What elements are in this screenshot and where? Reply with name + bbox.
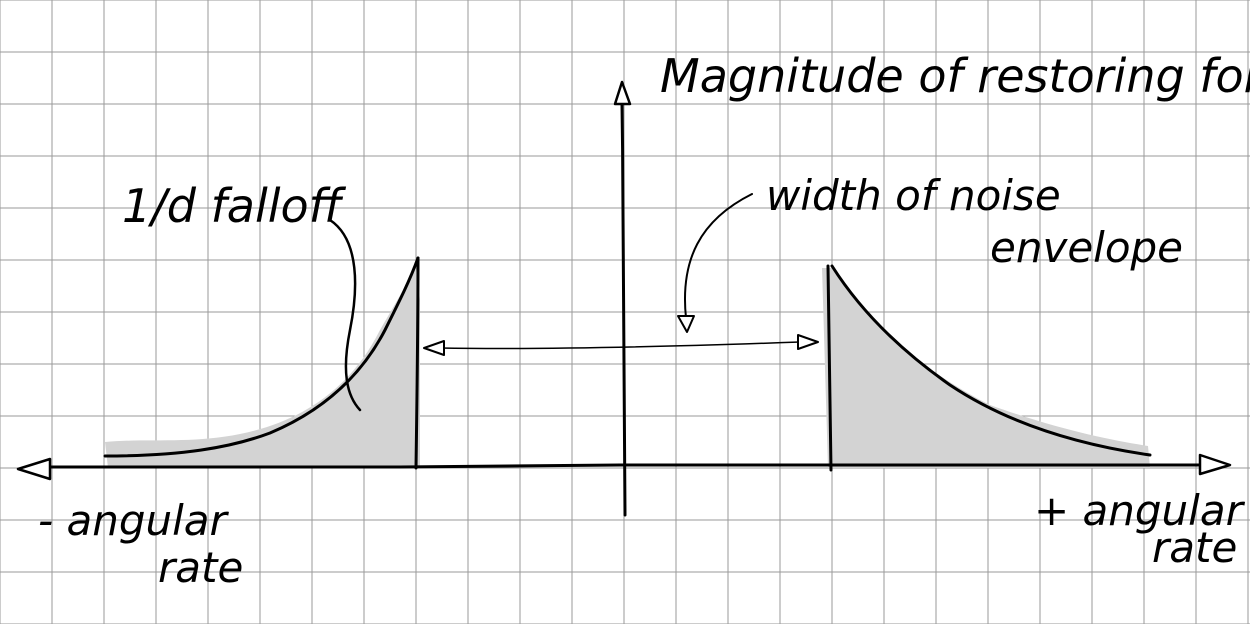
negative-rate-label-line2: rate xyxy=(158,543,243,592)
right-falloff-curve xyxy=(830,264,1152,457)
noise-width-leader xyxy=(684,193,753,319)
positive-rate-label-line2: rate xyxy=(1152,523,1237,572)
noise-width-label-line2: envelope xyxy=(990,223,1183,272)
y-axis-title: Magnitude of restoring force xyxy=(660,49,1250,103)
noise-width-leader-arrowhead xyxy=(677,315,695,333)
falloff-label: 1/d falloff xyxy=(122,179,347,233)
right-envelope-edge xyxy=(826,264,833,472)
x-axis-right-arrowhead xyxy=(1198,453,1232,476)
envelope-width-left-arrowhead xyxy=(423,340,445,356)
x-axis-line xyxy=(48,463,1202,469)
negative-rate-label-line1: - angular xyxy=(38,496,230,545)
positive-rate-label-line1: + angular xyxy=(1034,486,1246,535)
left-envelope-edge xyxy=(414,256,420,470)
falloff-leader xyxy=(328,218,362,412)
left-falloff-curve xyxy=(103,256,420,458)
left-shaded-region xyxy=(105,268,420,468)
envelope-width-right-arrowhead xyxy=(797,334,819,350)
y-axis-line xyxy=(620,102,627,517)
right-shaded-region xyxy=(822,268,1150,468)
y-axis-arrowhead xyxy=(613,80,632,106)
x-axis-left-arrowhead xyxy=(16,457,52,481)
envelope-width-arrow-line xyxy=(439,341,801,350)
noise-width-label-line1: width of noise xyxy=(766,171,1061,220)
